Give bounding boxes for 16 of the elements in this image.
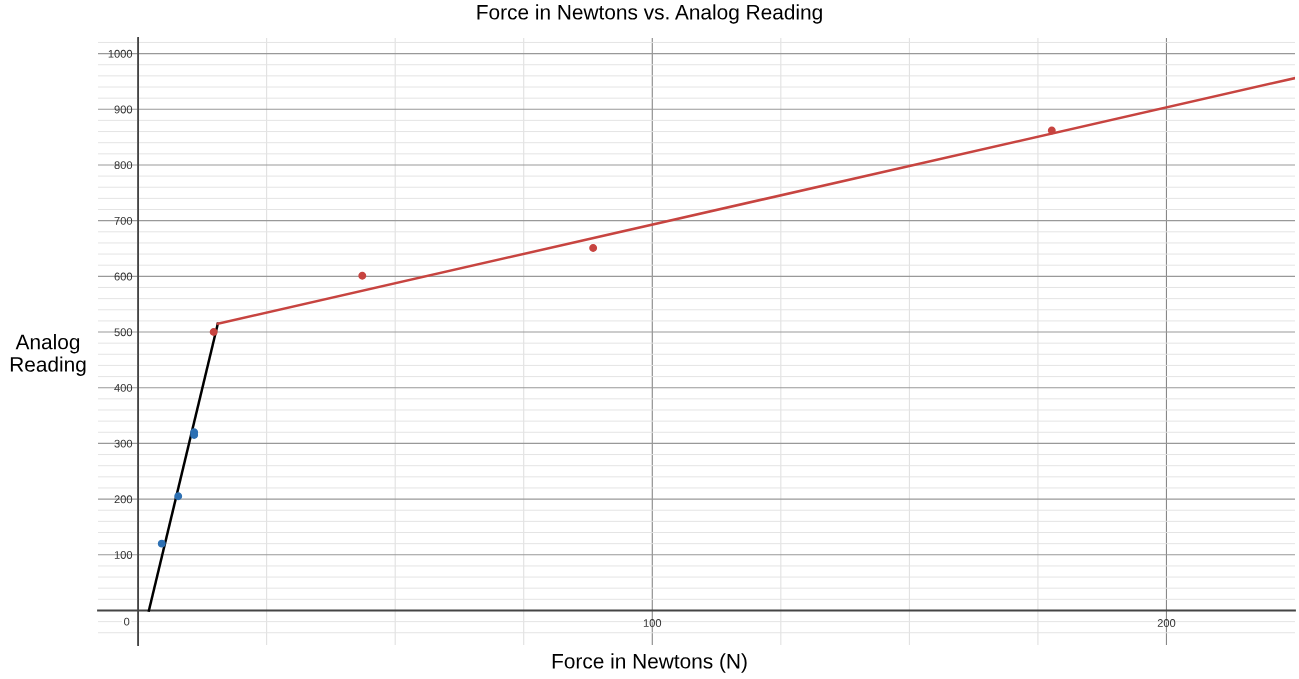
x-axis-title: Force in Newtons (N) [552, 653, 747, 673]
y-axis-title: Analog Reading [10, 334, 86, 376]
x-tick-label: 200 [1157, 619, 1176, 627]
y-tick-label: 800 [114, 161, 133, 170]
y-tick-label: 500 [114, 328, 133, 337]
y-tick-label: 300 [114, 439, 133, 448]
y-tick-label: 200 [114, 495, 133, 504]
y-tick-label: 600 [114, 272, 133, 281]
y-tick-label: 1000 [108, 49, 133, 58]
x-tick-label: 0 [124, 617, 130, 626]
y-tick-label: 700 [114, 216, 133, 225]
y-tick-label: 100 [114, 551, 133, 559]
y-tick-label: 900 [114, 105, 133, 114]
chart-title: Force in Newtons vs. Analog Reading [477, 4, 822, 24]
x-tick-label: 100 [643, 619, 662, 627]
y-tick-label: 400 [114, 383, 133, 392]
